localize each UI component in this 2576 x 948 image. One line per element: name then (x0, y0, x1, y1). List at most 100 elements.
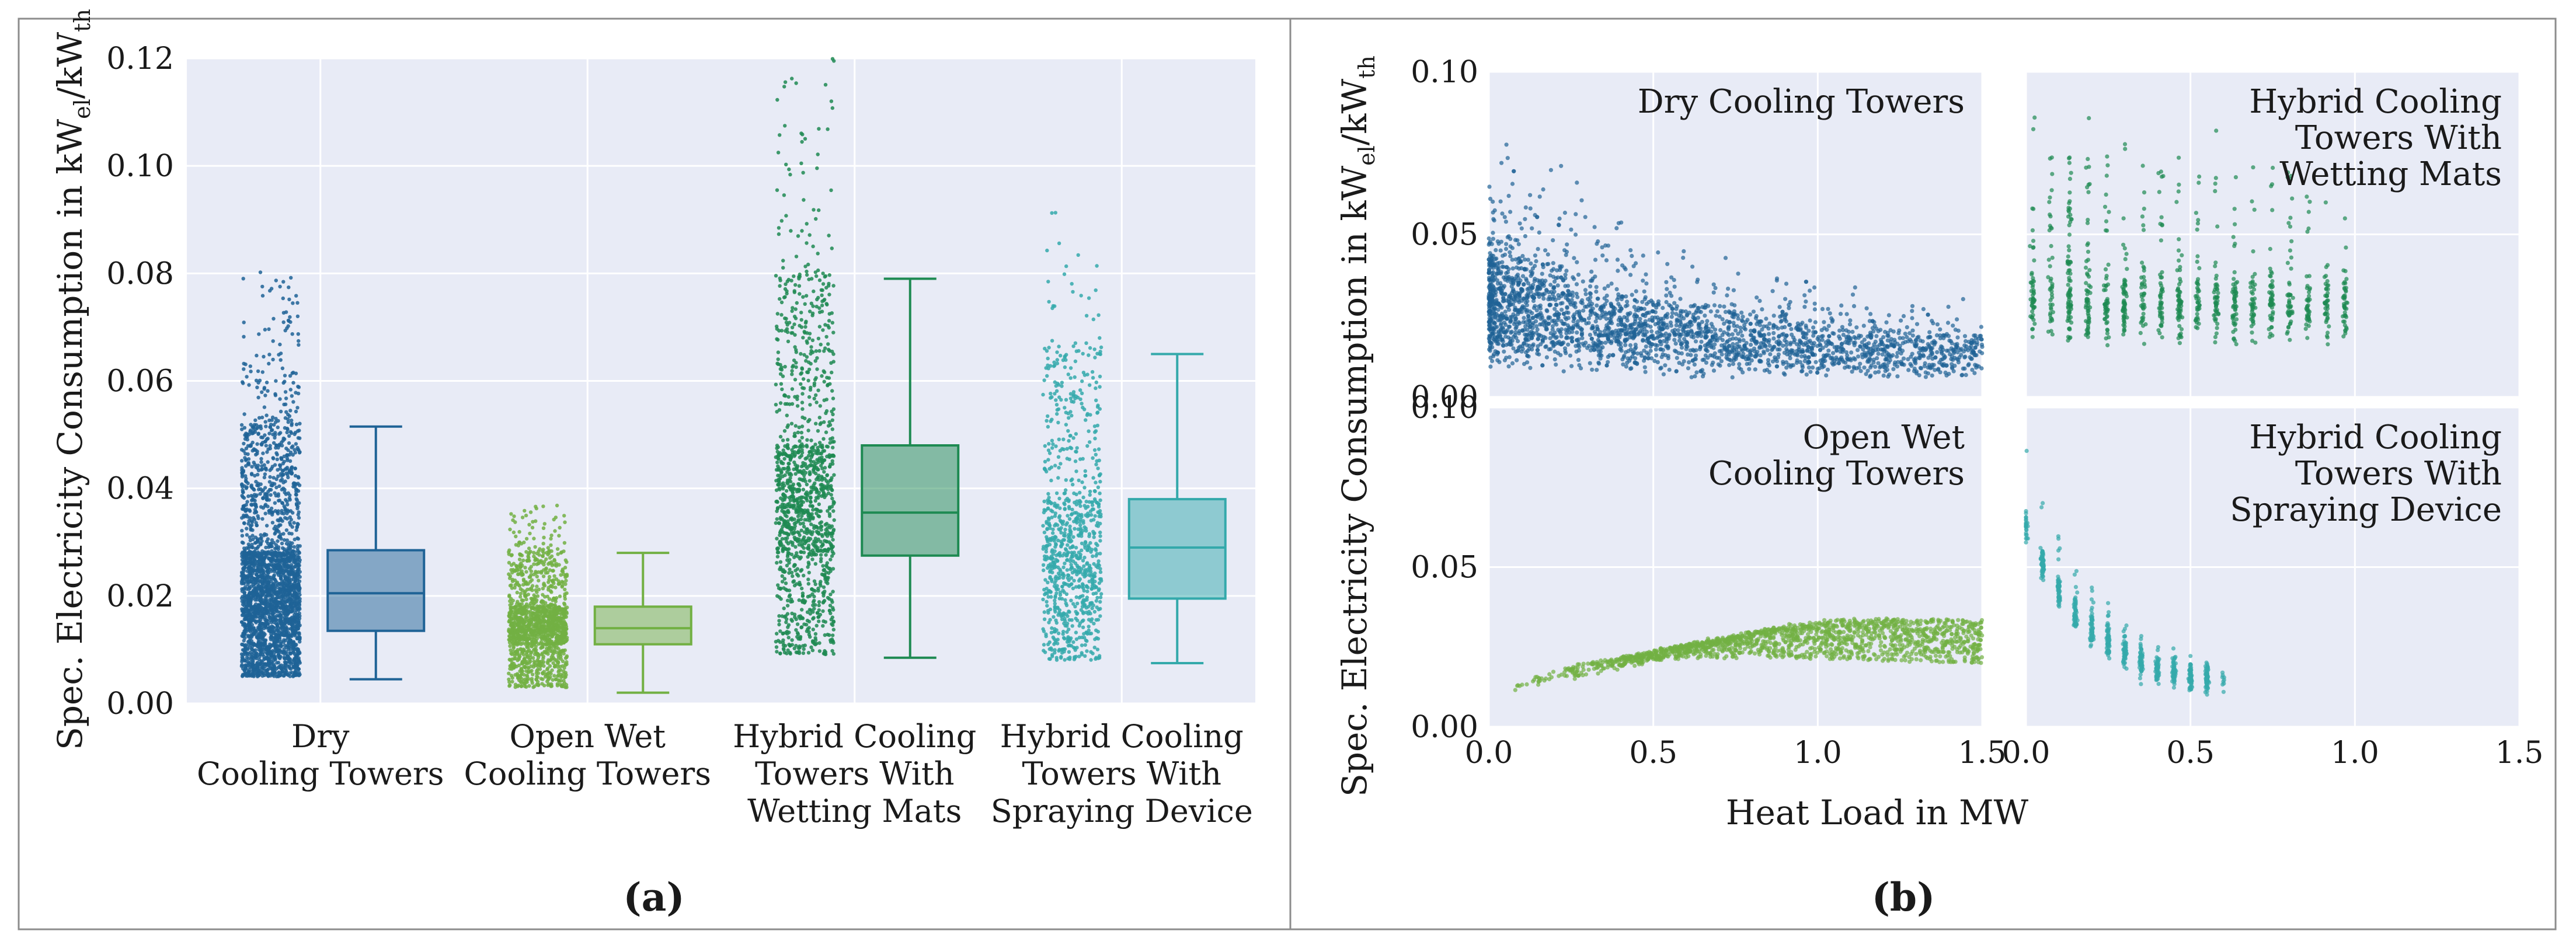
data-point (276, 492, 280, 496)
data-point (781, 569, 785, 573)
data-point (791, 364, 795, 368)
data-point (827, 514, 832, 518)
data-point (562, 613, 566, 617)
data-point (792, 445, 796, 449)
data-point (253, 535, 258, 539)
data-point (279, 621, 284, 625)
data-point (808, 594, 812, 598)
data-point (275, 624, 280, 628)
data-point (779, 365, 784, 370)
data-point (549, 534, 554, 538)
data-point (267, 361, 271, 366)
data-point (797, 284, 802, 288)
data-point (249, 528, 253, 532)
data-point (265, 563, 269, 567)
data-point (252, 592, 256, 596)
data-point (775, 632, 779, 636)
data-point (256, 514, 260, 518)
data-point (807, 309, 812, 313)
data-point (296, 385, 300, 389)
data-point (260, 576, 264, 580)
data-point (259, 553, 264, 557)
data-point (824, 563, 829, 567)
data-point (254, 505, 259, 509)
data-point (786, 277, 791, 282)
data-point (281, 280, 286, 284)
data-point (822, 398, 826, 402)
data-point (812, 384, 816, 388)
data-point (775, 509, 779, 513)
data-point (514, 611, 519, 615)
data-point (509, 563, 514, 567)
data-point (552, 674, 556, 678)
data-point (296, 536, 301, 541)
data-point (539, 645, 544, 649)
data-point (510, 553, 514, 557)
data-point (535, 574, 539, 578)
data-point (277, 484, 281, 489)
data-point (516, 648, 520, 652)
data-point (285, 559, 289, 563)
data-point (820, 304, 824, 308)
data-point (269, 287, 274, 291)
data-point (243, 600, 248, 604)
data-point (286, 473, 290, 477)
data-point (283, 374, 287, 378)
data-point (268, 629, 272, 634)
data-point (812, 526, 816, 530)
data-point (832, 473, 836, 477)
data-point (509, 512, 513, 516)
data-point (281, 296, 285, 301)
data-point (818, 404, 823, 408)
data-point (291, 381, 295, 385)
data-point (823, 466, 827, 470)
data-point (263, 615, 267, 620)
data-point (517, 656, 521, 660)
data-point (515, 580, 520, 584)
data-point (826, 595, 830, 600)
data-point (516, 572, 520, 576)
data-point (284, 670, 289, 674)
data-point (248, 571, 252, 575)
data-point (797, 543, 802, 547)
data-point (778, 651, 782, 656)
data-point (293, 482, 297, 486)
data-point (520, 588, 525, 592)
data-point (535, 590, 539, 594)
data-point (778, 473, 782, 478)
data-point (807, 479, 812, 483)
data-point (511, 661, 516, 666)
data-point (532, 611, 536, 616)
data-point (830, 246, 834, 250)
data-point (785, 330, 790, 334)
data-point (277, 353, 281, 357)
data-point (294, 422, 299, 427)
data-point (510, 667, 514, 671)
data-point (553, 657, 557, 662)
data-point (259, 460, 263, 464)
data-point (246, 494, 250, 499)
data-point (800, 392, 805, 396)
data-point (563, 582, 568, 586)
data-point (541, 554, 545, 558)
data-point (532, 550, 536, 555)
data-point (270, 511, 274, 515)
data-point (511, 616, 516, 621)
data-point (264, 619, 269, 623)
data-point (274, 674, 279, 679)
data-point (525, 678, 529, 682)
data-point (269, 576, 273, 580)
data-point (291, 607, 295, 611)
data-point (259, 642, 263, 646)
data-point (286, 584, 290, 588)
data-point (247, 592, 251, 597)
data-point (548, 675, 552, 679)
data-point (286, 453, 290, 457)
data-point (549, 543, 553, 548)
data-point (294, 371, 298, 375)
data-point (521, 577, 526, 581)
data-point (530, 525, 535, 529)
data-point (276, 474, 280, 478)
data-point (805, 273, 809, 277)
data-point (786, 395, 791, 399)
